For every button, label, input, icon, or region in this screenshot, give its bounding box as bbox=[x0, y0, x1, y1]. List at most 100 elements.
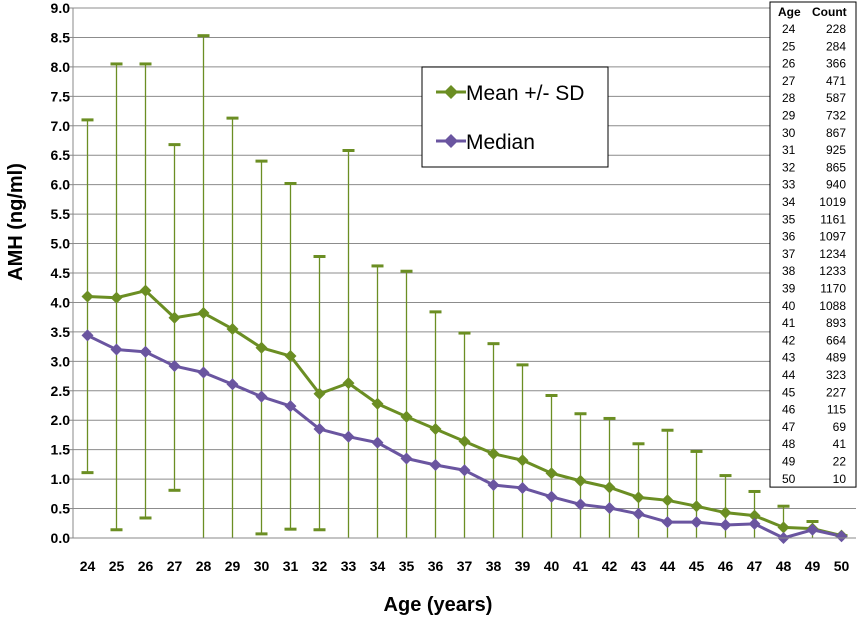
x-tick-label: 31 bbox=[283, 558, 299, 574]
median-point bbox=[429, 458, 442, 471]
table-row: 31 925 bbox=[782, 143, 846, 157]
table-row: 46 115 bbox=[782, 403, 846, 417]
table-row: 28 587 bbox=[782, 91, 846, 105]
y-tick-label: 2.0 bbox=[51, 412, 71, 428]
mean-point bbox=[371, 397, 384, 410]
x-tick-label: 40 bbox=[544, 558, 560, 574]
table-row: 25 284 bbox=[782, 39, 846, 53]
y-tick-label: 4.5 bbox=[51, 265, 71, 281]
table-cell-age: 26 bbox=[782, 57, 796, 71]
error-bar bbox=[545, 393, 558, 538]
table-row: 34 1019 bbox=[782, 195, 846, 209]
error-bar bbox=[516, 363, 529, 538]
table-cell-age: 48 bbox=[782, 437, 796, 451]
y-tick-label: 5.0 bbox=[51, 236, 71, 252]
table-cell-age: 40 bbox=[782, 299, 796, 313]
mean-point bbox=[719, 506, 732, 519]
median-point bbox=[255, 390, 268, 403]
table-header-age: Age bbox=[778, 5, 801, 19]
x-tick-label: 27 bbox=[167, 558, 183, 574]
median-point bbox=[603, 501, 616, 514]
mean-point bbox=[168, 311, 181, 324]
table-cell-count: 10 bbox=[833, 472, 847, 486]
y-tick-label: 3.0 bbox=[51, 353, 71, 369]
error-bar bbox=[632, 442, 645, 538]
mean-point bbox=[313, 387, 326, 400]
mean-point bbox=[284, 350, 297, 363]
mean-point bbox=[226, 322, 239, 335]
table-row: 47 69 bbox=[782, 420, 846, 434]
table-cell-age: 46 bbox=[782, 403, 796, 417]
median-point bbox=[139, 345, 152, 358]
x-tick-label: 35 bbox=[399, 558, 415, 574]
y-tick-label: 1.0 bbox=[51, 471, 71, 487]
table-cell-age: 41 bbox=[782, 316, 796, 330]
mean-point bbox=[429, 423, 442, 436]
median-point bbox=[748, 517, 761, 530]
table-cell-count: 893 bbox=[826, 316, 846, 330]
table-cell-count: 22 bbox=[833, 455, 847, 469]
median-point bbox=[81, 329, 94, 342]
x-tick-label: 26 bbox=[138, 558, 154, 574]
y-tick-label: 1.5 bbox=[51, 442, 71, 458]
x-tick-label: 33 bbox=[341, 558, 357, 574]
mean-point bbox=[110, 291, 123, 304]
x-tick-label: 49 bbox=[805, 558, 821, 574]
table-row: 24 228 bbox=[782, 22, 846, 36]
y-tick-label: 8.0 bbox=[51, 59, 71, 75]
legend-mean-marker bbox=[444, 85, 458, 99]
median-point bbox=[371, 436, 384, 449]
table-row: 32 865 bbox=[782, 160, 846, 174]
table-cell-count: 41 bbox=[833, 437, 847, 451]
table-cell-count: 1161 bbox=[820, 212, 846, 226]
table-cell-count: 115 bbox=[827, 403, 846, 417]
table-row: 30 867 bbox=[782, 126, 846, 140]
mean-point bbox=[690, 500, 703, 513]
median-point bbox=[545, 490, 558, 503]
y-tick-label: 2.5 bbox=[51, 383, 71, 399]
mean-point bbox=[458, 435, 471, 448]
table-cell-age: 24 bbox=[782, 22, 796, 36]
x-tick-label: 24 bbox=[80, 558, 96, 574]
error-bars bbox=[81, 34, 848, 538]
y-tick-label: 7.5 bbox=[51, 88, 71, 104]
y-tick-label: 0.0 bbox=[51, 530, 71, 546]
median-point bbox=[574, 498, 587, 511]
median-point bbox=[661, 516, 674, 529]
table-row: 27 471 bbox=[782, 74, 846, 88]
median-point bbox=[487, 479, 500, 491]
error-bar bbox=[342, 149, 355, 538]
error-bar bbox=[603, 416, 616, 538]
table-cell-age: 29 bbox=[782, 109, 796, 123]
table-cell-age: 43 bbox=[782, 351, 796, 365]
table-cell-count: 940 bbox=[826, 178, 846, 192]
median-point bbox=[458, 464, 471, 477]
y-tick-label: 5.5 bbox=[51, 206, 71, 222]
median-point bbox=[110, 343, 123, 356]
mean-point bbox=[197, 307, 210, 320]
table-row: 37 1234 bbox=[782, 247, 846, 261]
mean-point bbox=[545, 467, 558, 480]
median-point bbox=[806, 523, 819, 536]
x-tick-label: 37 bbox=[457, 558, 473, 574]
axes bbox=[72, 8, 856, 539]
legend: Mean +/- SD Median bbox=[421, 66, 609, 168]
table-cell-age: 35 bbox=[782, 212, 796, 226]
table-row: 29 732 bbox=[782, 109, 846, 123]
x-tick-label: 38 bbox=[486, 558, 502, 574]
table-cell-count: 865 bbox=[826, 160, 846, 174]
y-tick-label: 0.5 bbox=[51, 501, 71, 517]
x-axis-ticks: 24 25 26 27 28 29 30 31 32 33 34 35 36 37 38 39 40 41 42 43… bbox=[80, 558, 850, 574]
mean-point bbox=[342, 377, 355, 390]
legend-label-median: Median bbox=[466, 131, 535, 154]
x-tick-label: 48 bbox=[776, 558, 792, 574]
median-point bbox=[719, 519, 732, 532]
table-cell-count: 1170 bbox=[820, 282, 846, 296]
y-axis-ticks: 0.0 0.5 1.0 1.5 2.0 2.5 3.0 3.5 4.0 4.5 5.0 5.5 6.0 6… bbox=[51, 0, 71, 546]
mean-point bbox=[487, 447, 500, 460]
x-tick-label: 46 bbox=[718, 558, 734, 574]
table-row: 26 366 bbox=[782, 57, 846, 71]
table-row: 45 227 bbox=[782, 385, 846, 399]
x-tick-label: 42 bbox=[602, 558, 618, 574]
median-point bbox=[313, 423, 326, 436]
